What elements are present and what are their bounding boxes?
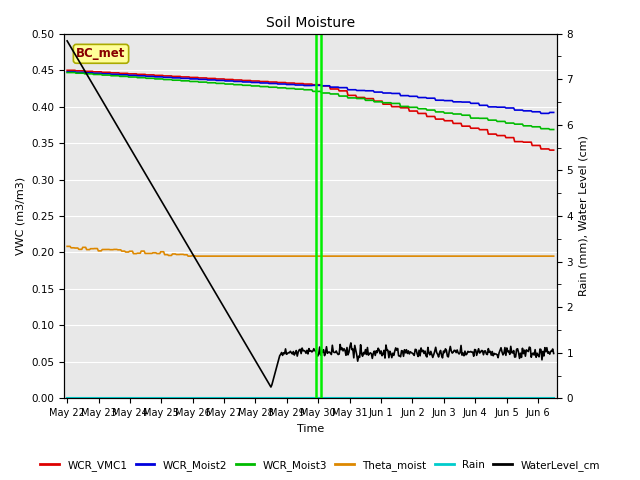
X-axis label: Time: Time [297, 424, 324, 433]
Y-axis label: VWC (m3/m3): VWC (m3/m3) [15, 177, 26, 255]
Legend: WCR_VMC1, WCR_Moist2, WCR_Moist3, Theta_moist, Rain, WaterLevel_cm: WCR_VMC1, WCR_Moist2, WCR_Moist3, Theta_… [36, 456, 604, 475]
Y-axis label: Rain (mm), Water Level (cm): Rain (mm), Water Level (cm) [579, 135, 589, 297]
Text: BC_met: BC_met [76, 48, 125, 60]
Title: Soil Moisture: Soil Moisture [266, 16, 355, 30]
